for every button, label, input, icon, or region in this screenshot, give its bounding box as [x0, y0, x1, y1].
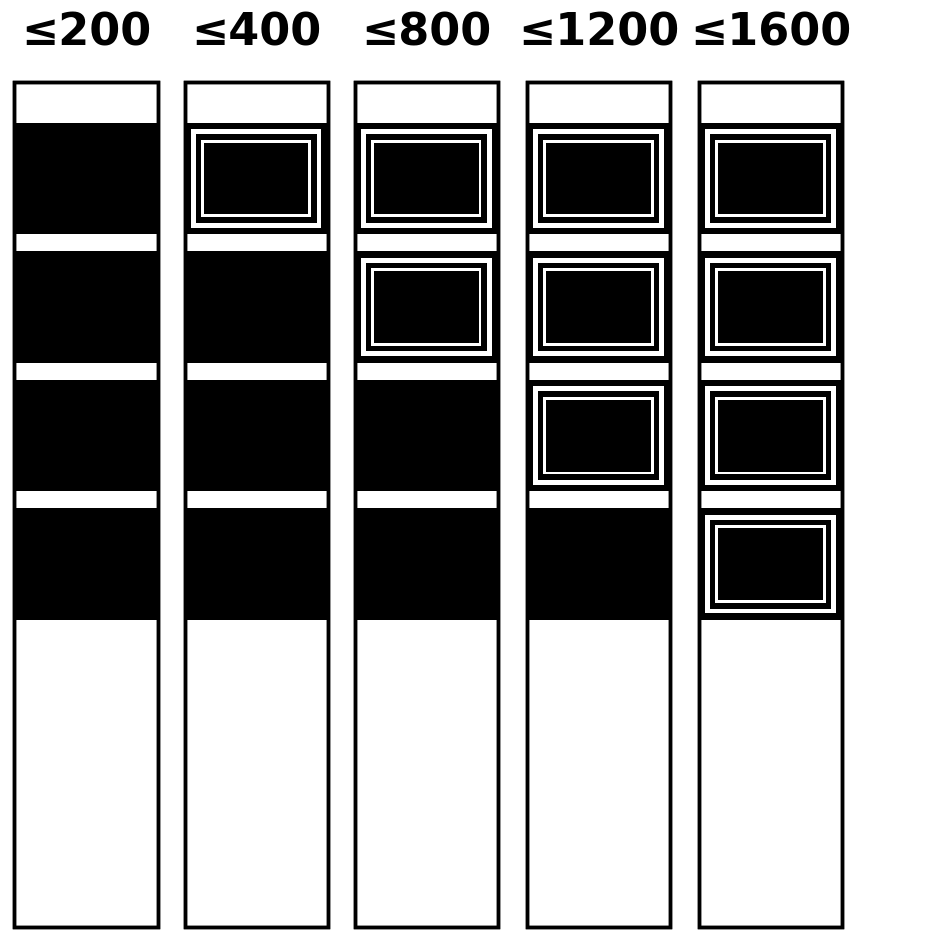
Bar — [538, 263, 659, 352]
Bar — [718, 529, 823, 600]
Bar — [204, 143, 309, 215]
Bar — [366, 135, 487, 224]
Bar — [533, 130, 664, 228]
Bar — [710, 263, 831, 352]
Bar — [372, 269, 481, 346]
Bar — [710, 392, 831, 480]
Bar — [355, 83, 498, 927]
Bar — [710, 520, 831, 609]
Bar — [706, 515, 836, 614]
Bar — [706, 387, 836, 485]
Bar — [185, 83, 328, 927]
Bar — [374, 272, 479, 344]
Bar — [185, 509, 328, 620]
Bar — [538, 135, 659, 224]
Bar — [15, 83, 157, 927]
Bar — [355, 509, 498, 620]
Bar — [699, 83, 842, 927]
Text: ≤800: ≤800 — [362, 11, 491, 55]
Bar — [185, 124, 328, 235]
Bar — [710, 135, 831, 224]
Bar — [15, 380, 157, 492]
Bar — [706, 130, 836, 228]
Bar — [527, 83, 670, 927]
Bar — [546, 143, 651, 215]
Bar — [544, 397, 653, 475]
Bar — [716, 526, 825, 603]
Bar — [372, 141, 481, 218]
Bar — [699, 509, 842, 620]
Bar — [366, 263, 487, 352]
Text: ≤1200: ≤1200 — [518, 11, 679, 55]
Bar — [202, 141, 312, 218]
Bar — [533, 387, 664, 485]
Bar — [546, 272, 651, 344]
Bar — [706, 259, 836, 357]
Bar — [374, 143, 479, 215]
Text: ≤400: ≤400 — [191, 11, 321, 55]
Bar — [699, 124, 842, 235]
Bar — [718, 143, 823, 215]
Bar — [15, 252, 157, 363]
Bar — [718, 400, 823, 472]
Bar — [362, 130, 492, 228]
Bar — [196, 135, 316, 224]
Bar — [185, 380, 328, 492]
Bar — [355, 380, 498, 492]
Bar — [15, 124, 157, 235]
Bar — [355, 83, 498, 927]
Bar — [533, 259, 664, 357]
Bar — [699, 83, 842, 927]
Text: ≤1600: ≤1600 — [690, 11, 851, 55]
Bar — [699, 380, 842, 492]
Bar — [191, 130, 322, 228]
Bar — [718, 272, 823, 344]
Bar — [716, 269, 825, 346]
Bar — [362, 259, 492, 357]
Bar — [527, 124, 670, 235]
Bar — [185, 252, 328, 363]
Bar — [538, 392, 659, 480]
Bar — [15, 509, 157, 620]
Bar — [544, 141, 653, 218]
Bar — [355, 124, 498, 235]
Text: ≤200: ≤200 — [21, 11, 151, 55]
Bar — [355, 252, 498, 363]
Bar — [716, 141, 825, 218]
Bar — [699, 252, 842, 363]
Bar — [546, 400, 651, 472]
Bar — [527, 380, 670, 492]
Bar — [716, 397, 825, 475]
Bar — [527, 509, 670, 620]
Bar — [15, 83, 157, 927]
Bar — [527, 83, 670, 927]
Bar — [527, 252, 670, 363]
Bar — [185, 83, 328, 927]
Bar — [544, 269, 653, 346]
